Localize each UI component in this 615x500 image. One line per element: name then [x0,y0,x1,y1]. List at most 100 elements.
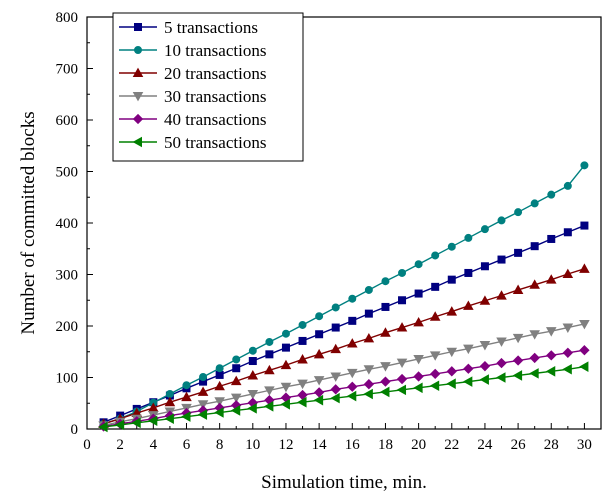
marker-triangle-left [197,409,208,420]
marker-diamond [579,345,590,356]
marker-triangle-left [247,403,257,414]
marker-triangle-up [330,343,341,354]
marker-square [265,350,274,359]
marker-triangle-left [396,384,407,396]
marker-circle [580,161,589,170]
x-axis-title: Simulation time, min. [261,472,427,493]
marker-triangle-down [380,362,391,372]
marker-circle [215,364,224,373]
marker-circle [480,225,489,234]
marker-triangle-left [545,366,556,377]
marker-triangle-up [446,306,458,316]
marker-square [364,309,373,318]
marker-square [232,364,241,373]
marker-triangle-left [462,376,473,387]
marker-triangle-down [197,400,209,410]
marker-triangle-up [529,279,540,289]
marker-triangle-left [380,386,390,398]
marker-circle [265,337,274,346]
x-tick-label: 30 [577,437,592,453]
marker-circle [348,294,357,303]
marker-diamond [479,361,491,372]
marker-circle [414,260,423,269]
marker-circle [182,381,191,390]
marker-triangle-up [396,322,408,332]
marker-circle [331,303,340,312]
marker-triangle-down [479,341,491,351]
x-tick-label: 16 [345,437,361,453]
marker-triangle-up [280,359,292,370]
marker-circle [232,355,241,364]
marker-triangle-down [280,382,292,393]
marker-square [431,282,440,291]
marker-circle [398,268,407,277]
marker-diamond [132,113,144,125]
marker-triangle-up [562,268,574,278]
marker-circle [298,320,307,329]
legend-label: 50 transactions [164,133,266,152]
marker-triangle-left [446,378,456,389]
marker-square [497,255,506,264]
y-tick-label: 700 [56,62,79,78]
marker-triangle-left [363,388,373,400]
y-tick-label: 600 [56,113,79,129]
marker-circle [364,285,373,294]
marker-square [514,248,523,257]
x-tick-label: 2 [116,437,124,453]
marker-circle [530,199,539,208]
marker-triangle-down [562,323,574,333]
marker-triangle-down [429,351,441,361]
series-30-transactions [98,319,590,431]
marker-diamond [512,355,524,366]
marker-triangle-left [479,374,489,385]
marker-circle [381,277,390,286]
marker-triangle-left [132,136,143,148]
legend-entry: 5 transactions [119,18,258,37]
marker-diamond [529,352,540,364]
legend-entry: 10 transactions [119,41,266,60]
marker-triangle-up [230,375,242,386]
marker-square [530,242,539,251]
marker-triangle-down [247,389,259,400]
marker-circle [514,208,523,217]
marker-triangle-up [413,316,424,327]
x-tick-label: 26 [511,437,527,453]
marker-circle [248,346,257,355]
marker-triangle-left [181,411,191,422]
marker-circle [431,251,440,260]
marker-circle [165,389,174,398]
series-line [103,323,585,427]
marker-circle [447,242,456,251]
marker-square [133,22,142,31]
marker-triangle-down [512,333,524,344]
marker-triangle-up [512,284,524,294]
marker-square [348,316,357,325]
y-tick-label: 500 [56,165,79,181]
marker-circle [199,372,208,381]
legend-entry: 20 transactions [119,64,266,83]
marker-diamond [430,368,441,380]
marker-triangle-left [579,361,589,372]
marker-triangle-down [264,386,275,396]
marker-triangle-left [131,417,141,429]
marker-triangle-down [413,354,424,365]
marker-square [480,262,489,271]
marker-square [298,336,307,345]
x-tick-label: 6 [183,437,191,453]
marker-square [281,343,290,352]
marker-diamond [363,379,375,390]
marker-circle [547,190,556,199]
legend-box [112,12,304,162]
y-tick-label: 800 [56,10,79,26]
marker-triangle-up [297,354,308,364]
marker-square [381,302,390,311]
legend-entry: 40 transactions [119,110,266,129]
x-tick-label: 14 [312,437,328,453]
y-axis-title: Number of committed blocks [18,111,39,334]
series-line [103,224,585,423]
marker-square [315,330,324,339]
series-line [103,349,585,428]
marker-diamond [413,371,424,382]
marker-triangle-down [363,365,375,375]
